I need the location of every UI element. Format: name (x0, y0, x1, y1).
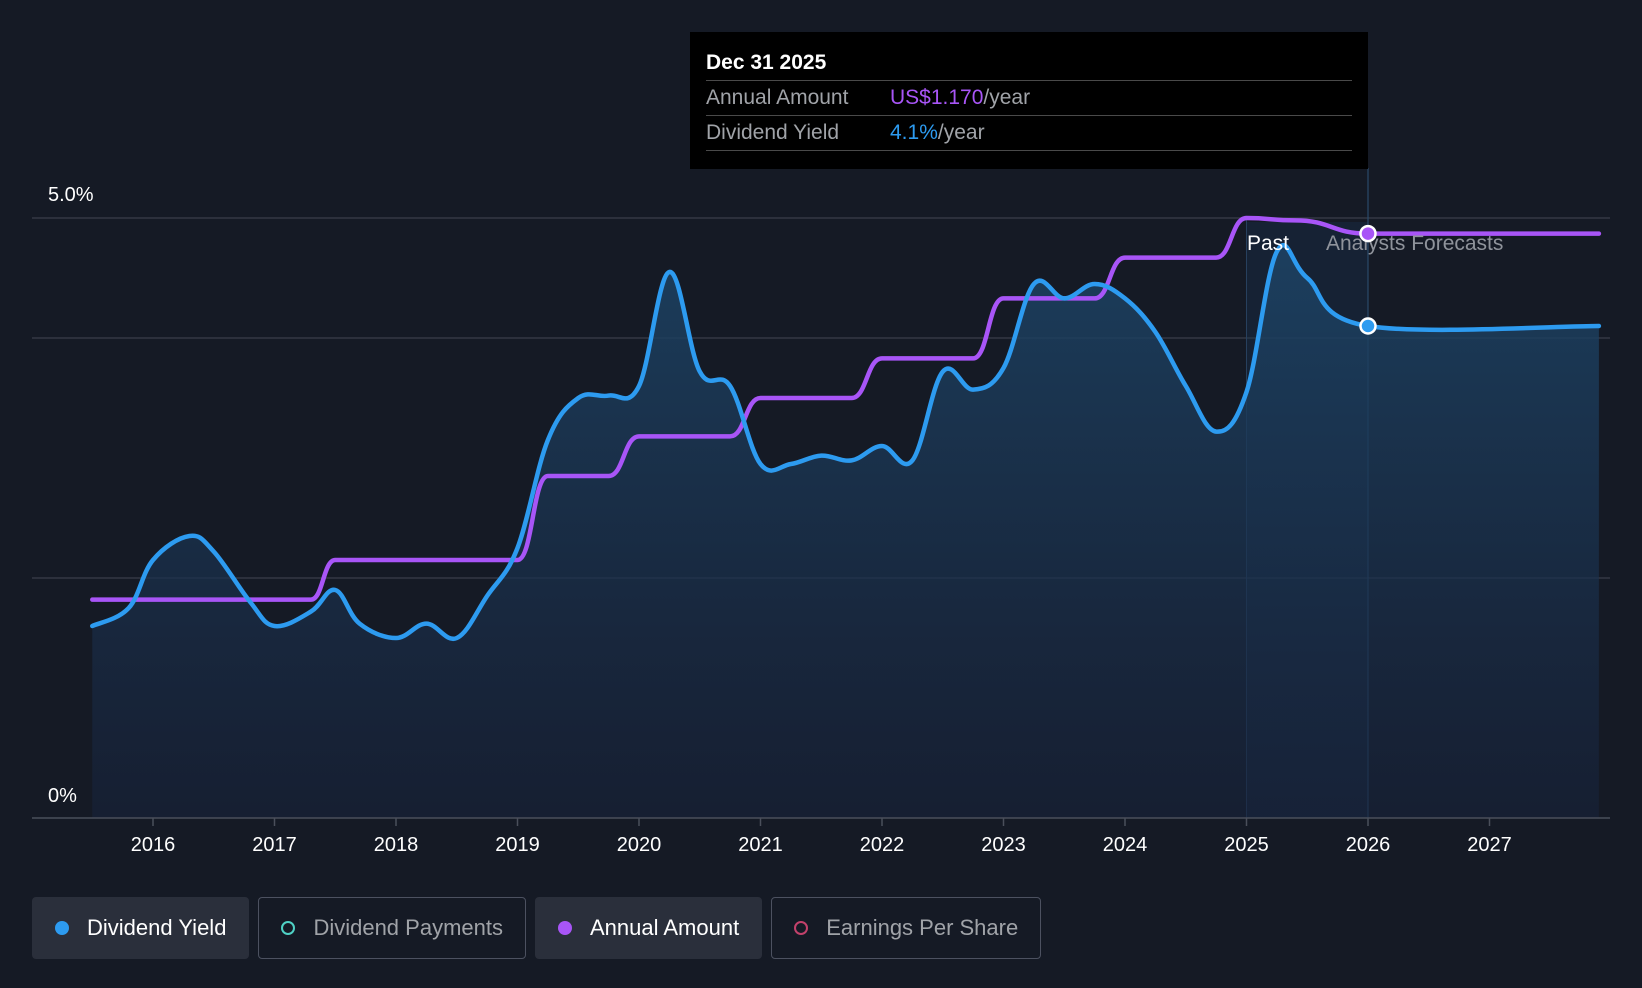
x-tick-label: 2023 (981, 834, 1026, 856)
forecast-label: Analysts Forecasts (1326, 232, 1503, 255)
y-tick-label-top: 5.0% (48, 184, 94, 206)
tooltip-annual-amount-value: US$1.170 (890, 86, 984, 109)
legend-dot-earnings-per-share (794, 921, 809, 935)
highlight-markers (1359, 224, 1377, 335)
highlight-marker (1359, 317, 1377, 335)
chart-tooltip: Dec 31 2025 Annual Amount US$1.170 /year… (690, 32, 1368, 169)
annual-amount-line (90, 215, 1602, 602)
tooltip-dividend-yield-value: 4.1% (890, 121, 938, 144)
legend-label-dividend-yield: Dividend Yield (87, 915, 227, 940)
tooltip-date: Dec 31 2025 (706, 46, 1352, 81)
x-tick-label: 2022 (860, 834, 905, 856)
legend-dividend-yield[interactable]: Dividend Yield (32, 897, 250, 959)
yield-area-fill (92, 245, 1599, 819)
legend-annual-amount[interactable]: Annual Amount (534, 897, 763, 959)
tooltip-annual-amount-label: Annual Amount (706, 86, 849, 109)
y-tick-label-bottom: 0% (48, 785, 77, 807)
yield-area (92, 245, 1599, 819)
tooltip-dividend-yield-row: Dividend Yield 4.1% /year (706, 116, 1352, 151)
tooltip-annual-amount-unit: /year (983, 86, 1031, 109)
tooltip-dividend-yield-label: Dividend Yield (706, 121, 840, 144)
tooltip-dividend-yield-unit: /year (937, 121, 985, 144)
x-tick-label: 2024 (1103, 834, 1148, 856)
chart-legend: Dividend Yield Dividend Payments Annual … (32, 897, 1042, 961)
legend-dot-dividend-yield (55, 921, 69, 935)
legend-dot-dividend-payments (281, 921, 296, 935)
legend-dot-annual-amount (557, 921, 572, 935)
legend-label-dividend-payments: Dividend Payments (313, 915, 503, 940)
x-axis: 2016 2017 2018 2019 2020 2021 2022 2023 2024 2025… (32, 817, 1610, 856)
x-tick-label: 2018 (374, 834, 419, 856)
x-tick-label: 2017 (252, 834, 297, 856)
legend-label-annual-amount: Annual Amount (589, 915, 740, 940)
x-tick-label: 2026 (1346, 834, 1391, 856)
past-label: Past (1247, 232, 1289, 255)
x-tick-label: 2027 (1467, 834, 1512, 856)
series-lines (90, 215, 1602, 642)
highlight-marker (1359, 224, 1377, 243)
x-tick-label: 2016 (131, 834, 176, 856)
dividend-yield-line (90, 242, 1602, 642)
x-tick-label: 2019 (495, 834, 540, 856)
x-tick-label: 2021 (738, 834, 783, 856)
x-tick-label: 2025 (1224, 834, 1269, 856)
legend-dividend-payments[interactable]: Dividend Payments (258, 897, 526, 959)
legend-label-earnings-per-share: Earnings Per Share (826, 915, 1019, 940)
legend-earnings-per-share[interactable]: Earnings Per Share (771, 897, 1042, 959)
tooltip-annual-amount-row: Annual Amount US$1.170 /year (706, 81, 1352, 116)
x-tick-label: 2020 (617, 834, 662, 856)
